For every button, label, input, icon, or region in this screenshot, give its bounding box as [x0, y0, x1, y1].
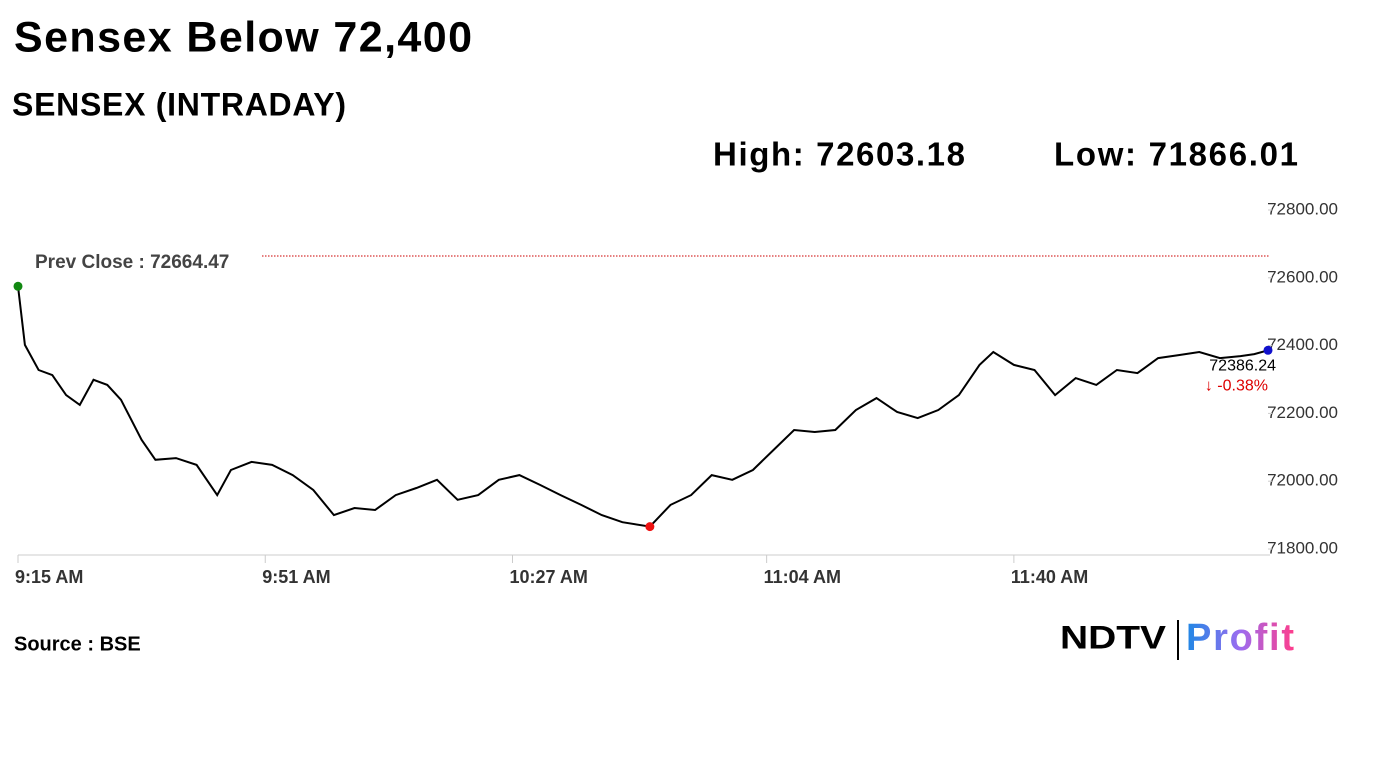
chart-title: Sensex Below 72,400: [14, 13, 472, 61]
x-tick-label: 11:04 AM: [764, 567, 841, 587]
high-label: High: 72603.18: [713, 136, 965, 173]
y-tick-label: 71800.00: [1267, 538, 1338, 557]
logo-profit: Profit: [1186, 617, 1294, 659]
y-tick-label: 72400.00: [1267, 335, 1338, 354]
low-label: Low: 71866.01: [1054, 136, 1298, 173]
x-tick-label: 10:27 AM: [510, 567, 588, 587]
logo-ndtv: NDTV: [1060, 619, 1167, 655]
chart-subtitle: SENSEX (INTRADAY): [12, 86, 346, 122]
last-value-label: 72386.24: [1209, 357, 1276, 374]
x-tick-label: 11:40 AM: [1011, 567, 1088, 587]
series-line: [17, 286, 1269, 528]
x-tick-label: 9:51 AM: [262, 567, 330, 587]
y-tick-label: 72200.00: [1267, 403, 1338, 422]
source: Source : BSE: [14, 633, 141, 655]
x-tick-label: 9:15 AM: [15, 567, 83, 587]
y-tick-label: 72000.00: [1267, 471, 1338, 490]
low-point: [645, 522, 655, 532]
change-label: ↓ -0.38%: [1205, 377, 1268, 394]
y-tick-label: 72600.00: [1267, 267, 1338, 286]
prev-close-label: Prev Close : 72664.47: [35, 252, 229, 273]
y-tick-label: 72800.00: [1267, 199, 1338, 218]
end-point: [1263, 345, 1273, 355]
start-point: [13, 281, 23, 291]
